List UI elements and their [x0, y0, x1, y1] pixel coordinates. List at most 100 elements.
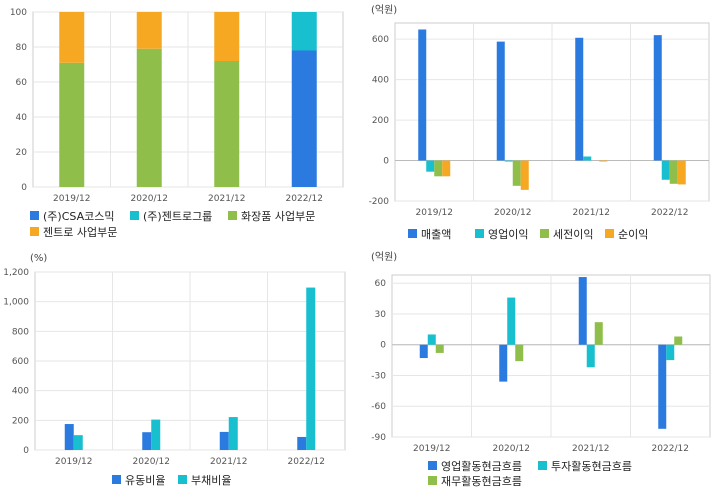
bar[interactable]	[435, 344, 444, 353]
y-tick-label: 0	[21, 183, 27, 193]
legend-item[interactable]: 영업이익	[475, 228, 528, 241]
bar[interactable]	[297, 436, 307, 450]
y-tick-label: 200	[12, 416, 29, 426]
y-tick-label: 1,000	[3, 298, 29, 308]
x-tick-label: 2021/12	[572, 444, 609, 454]
bar[interactable]	[515, 344, 524, 362]
legend-label: 영업이익	[488, 228, 528, 241]
legend-item[interactable]: 젠트로 사업부문	[30, 226, 117, 239]
bar[interactable]	[496, 41, 505, 161]
bar[interactable]	[442, 160, 451, 177]
y-tick-label: 40	[16, 113, 28, 123]
bar[interactable]	[507, 297, 516, 345]
bar[interactable]	[291, 12, 317, 51]
y-tick-label: 0	[380, 341, 386, 351]
legend-item[interactable]: 매출액	[408, 228, 451, 241]
legend-item[interactable]: 세전이익	[540, 228, 593, 241]
bar[interactable]	[599, 160, 608, 162]
bar[interactable]	[214, 61, 240, 187]
bar[interactable]	[426, 160, 435, 172]
bar[interactable]	[219, 431, 229, 450]
x-tick-label: 2021/12	[208, 194, 245, 204]
legend-label: 순이익	[618, 228, 648, 241]
legend-label: 화장품 사업부문	[241, 210, 315, 223]
unit-label: (%)	[30, 253, 47, 264]
x-tick-label: 2021/12	[573, 208, 610, 218]
bar[interactable]	[653, 35, 662, 161]
bar[interactable]	[59, 12, 85, 63]
bar[interactable]	[136, 12, 162, 49]
legend-label: 재무활동현금흐름	[441, 474, 522, 488]
bar[interactable]	[306, 287, 316, 450]
legend-label: (주)CSA코스믹	[43, 210, 114, 223]
bar[interactable]	[434, 160, 443, 177]
legend-item[interactable]: 유동비율	[112, 474, 165, 487]
legend-label: (주)젠트로그룹	[143, 210, 212, 223]
bar[interactable]	[583, 156, 592, 161]
x-tick-label: 2019/12	[53, 194, 90, 204]
bar[interactable]	[520, 160, 529, 190]
legend-item[interactable]: (주)CSA코스믹	[30, 210, 114, 223]
bar[interactable]	[586, 344, 595, 368]
x-tick-label: 2022/12	[652, 444, 689, 454]
bar[interactable]	[674, 336, 683, 345]
legend-item[interactable]: 투자활동현금흐름	[538, 459, 632, 473]
bar[interactable]	[575, 37, 584, 161]
y-tick-label: 60	[16, 78, 28, 88]
legend-swatch	[475, 229, 484, 238]
bar[interactable]	[142, 432, 152, 450]
bar[interactable]	[73, 435, 83, 450]
bar[interactable]	[594, 322, 603, 345]
legend-item[interactable]: 영업활동현금흐름	[428, 459, 522, 473]
bar[interactable]	[669, 160, 678, 184]
bar[interactable]	[64, 424, 74, 450]
y-tick-label: 100	[10, 8, 27, 18]
legend-item[interactable]: 부채비율	[178, 474, 231, 487]
bar[interactable]	[661, 160, 670, 180]
bar[interactable]	[677, 160, 686, 185]
bar[interactable]	[136, 48, 162, 187]
bar[interactable]	[151, 419, 161, 450]
y-tick-label: 0	[383, 157, 389, 167]
y-tick-label: 600	[372, 35, 389, 45]
x-tick-label: 2022/12	[288, 457, 325, 467]
y-tick-label: 80	[16, 43, 28, 53]
legend-item[interactable]: 재무활동현금흐름	[428, 474, 522, 488]
y-tick-label: 600	[12, 357, 29, 367]
bar[interactable]	[578, 277, 587, 345]
bar[interactable]	[504, 160, 513, 162]
bar[interactable]	[512, 160, 521, 186]
bar[interactable]	[658, 344, 667, 429]
x-tick-label: 2019/12	[413, 444, 450, 454]
legend-label: 세전이익	[553, 228, 593, 241]
bar[interactable]	[214, 12, 240, 61]
bar[interactable]	[59, 62, 85, 187]
bar[interactable]	[427, 334, 436, 345]
bar[interactable]	[418, 29, 427, 161]
legend-label: 부채비율	[191, 474, 231, 487]
legend-swatch	[538, 461, 547, 470]
x-tick-label: 2022/12	[651, 208, 688, 218]
bar[interactable]	[666, 344, 675, 361]
legend-swatch	[605, 229, 614, 238]
y-tick-label: 800	[12, 327, 29, 337]
legend-label: 매출액	[421, 228, 451, 241]
legend-item[interactable]: (주)젠트로그룹	[130, 210, 212, 223]
bar[interactable]	[291, 50, 317, 188]
legend-swatch	[428, 461, 437, 470]
bar[interactable]	[499, 344, 508, 382]
y-tick-label: 400	[12, 387, 29, 397]
legend-label: 영업활동현금흐름	[441, 459, 522, 473]
x-tick-label: 2022/12	[286, 194, 323, 204]
legend-item[interactable]: 순이익	[605, 228, 648, 241]
bar[interactable]	[228, 417, 238, 450]
legend-swatch	[130, 211, 139, 220]
bar[interactable]	[419, 344, 428, 359]
legend-item[interactable]: 화장품 사업부문	[228, 210, 315, 223]
legend-swatch	[428, 476, 437, 485]
legend-swatch	[408, 229, 417, 238]
y-tick-label: 200	[372, 116, 389, 126]
x-tick-label: 2021/12	[210, 457, 247, 467]
y-tick-label: 60	[375, 279, 387, 289]
y-tick-label: -200	[369, 197, 390, 207]
